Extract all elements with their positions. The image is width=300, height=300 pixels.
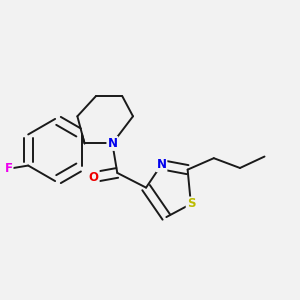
Text: N: N — [157, 158, 166, 171]
Text: N: N — [107, 137, 117, 150]
Text: O: O — [89, 171, 99, 184]
Text: F: F — [4, 162, 13, 175]
Text: S: S — [187, 197, 195, 211]
